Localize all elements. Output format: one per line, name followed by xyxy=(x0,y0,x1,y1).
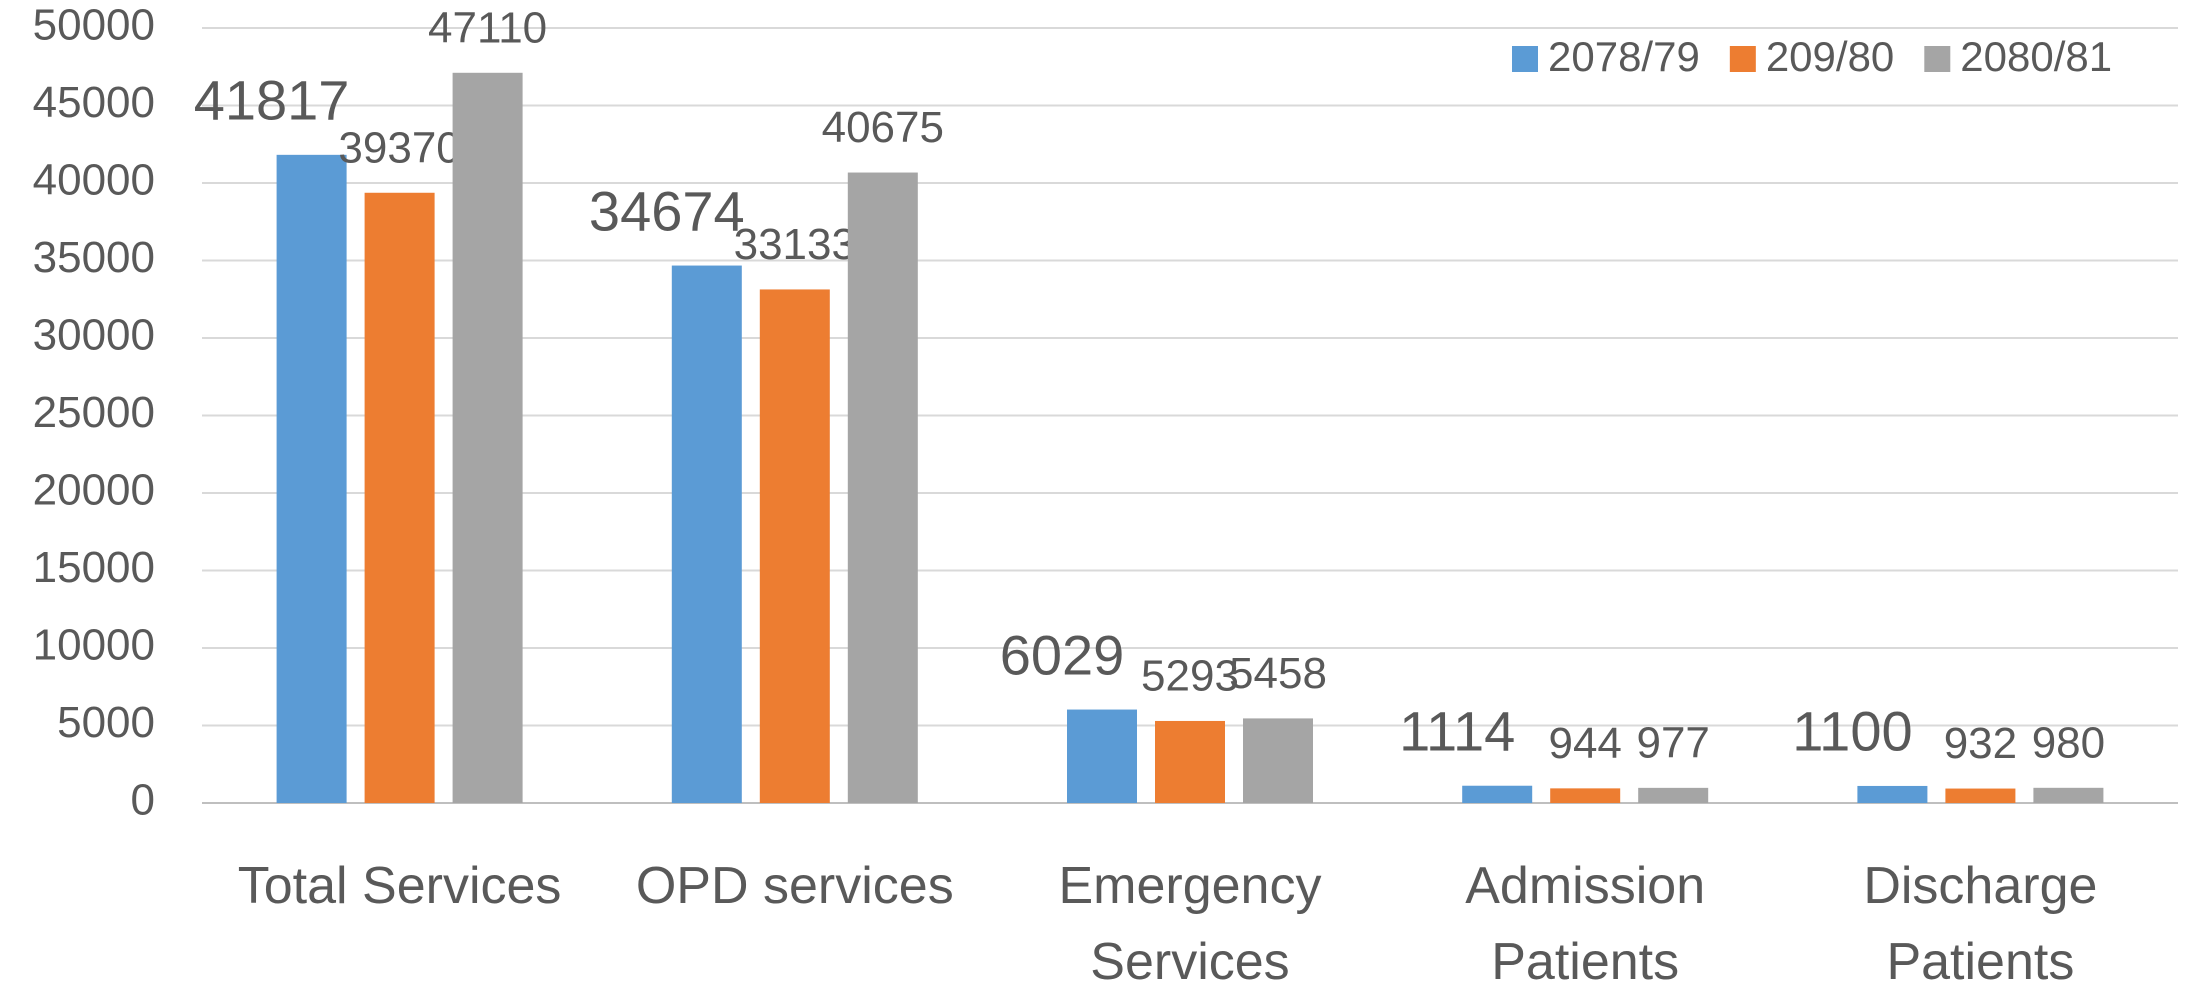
legend-label: 2078/79 xyxy=(1548,33,1700,80)
y-tick-label: 50000 xyxy=(33,1,155,50)
data-label: 40675 xyxy=(822,103,944,152)
data-label: 34674 xyxy=(589,179,745,242)
legend-swatch xyxy=(1924,46,1951,72)
data-label: 980 xyxy=(2032,718,2105,767)
data-label: 1114 xyxy=(1399,700,1515,763)
legend-label: 209/80 xyxy=(1766,33,1894,80)
y-tick-label: 20000 xyxy=(33,466,155,515)
data-label: 41817 xyxy=(194,69,350,132)
data-label: 6029 xyxy=(1000,623,1125,686)
bar xyxy=(2033,787,2104,803)
data-label: 33133 xyxy=(734,220,856,269)
y-tick-label: 35000 xyxy=(33,233,155,282)
data-label: 47110 xyxy=(428,3,547,52)
y-tick-label: 40000 xyxy=(33,156,155,205)
legend-swatch xyxy=(1729,46,1756,72)
bar xyxy=(364,192,435,803)
x-tick-label: OPD services xyxy=(635,857,954,915)
bar xyxy=(1243,718,1313,803)
y-tick-label: 25000 xyxy=(33,388,155,437)
x-tick-label: Emergency Services xyxy=(1058,857,1322,990)
x-tick-label: Total Services xyxy=(237,857,562,915)
bar xyxy=(1550,788,1621,803)
data-label: 5458 xyxy=(1229,649,1327,698)
data-label: 39370 xyxy=(338,123,460,172)
bar xyxy=(452,72,523,804)
y-tick-label: 15000 xyxy=(33,543,155,592)
bar xyxy=(276,154,347,804)
data-label: 5293 xyxy=(1141,652,1239,701)
y-tick-label: 30000 xyxy=(33,311,155,360)
y-tick-label: 45000 xyxy=(33,78,155,127)
data-label: 977 xyxy=(1636,718,1709,767)
data-label: 1100 xyxy=(1792,700,1912,763)
y-tick-label: 5000 xyxy=(57,698,155,747)
bar xyxy=(671,265,742,804)
bar xyxy=(759,289,830,804)
bar xyxy=(1638,787,1709,803)
legend-label: 2080/81 xyxy=(1960,33,2112,80)
y-tick-label: 0 xyxy=(131,776,155,825)
x-tick-label: Discharge Patients xyxy=(1863,857,2098,990)
bar xyxy=(1067,709,1137,803)
bar xyxy=(1857,785,1928,803)
legend-swatch xyxy=(1512,46,1538,72)
x-tick-label: Admission Patients xyxy=(1465,857,1706,990)
bar xyxy=(1945,788,2016,803)
data-label: 932 xyxy=(1944,719,2017,768)
data-label: 944 xyxy=(1548,719,1621,768)
bar xyxy=(1155,720,1225,803)
bar xyxy=(1462,785,1533,803)
y-tick-label: 10000 xyxy=(33,621,155,670)
bar xyxy=(847,172,918,804)
